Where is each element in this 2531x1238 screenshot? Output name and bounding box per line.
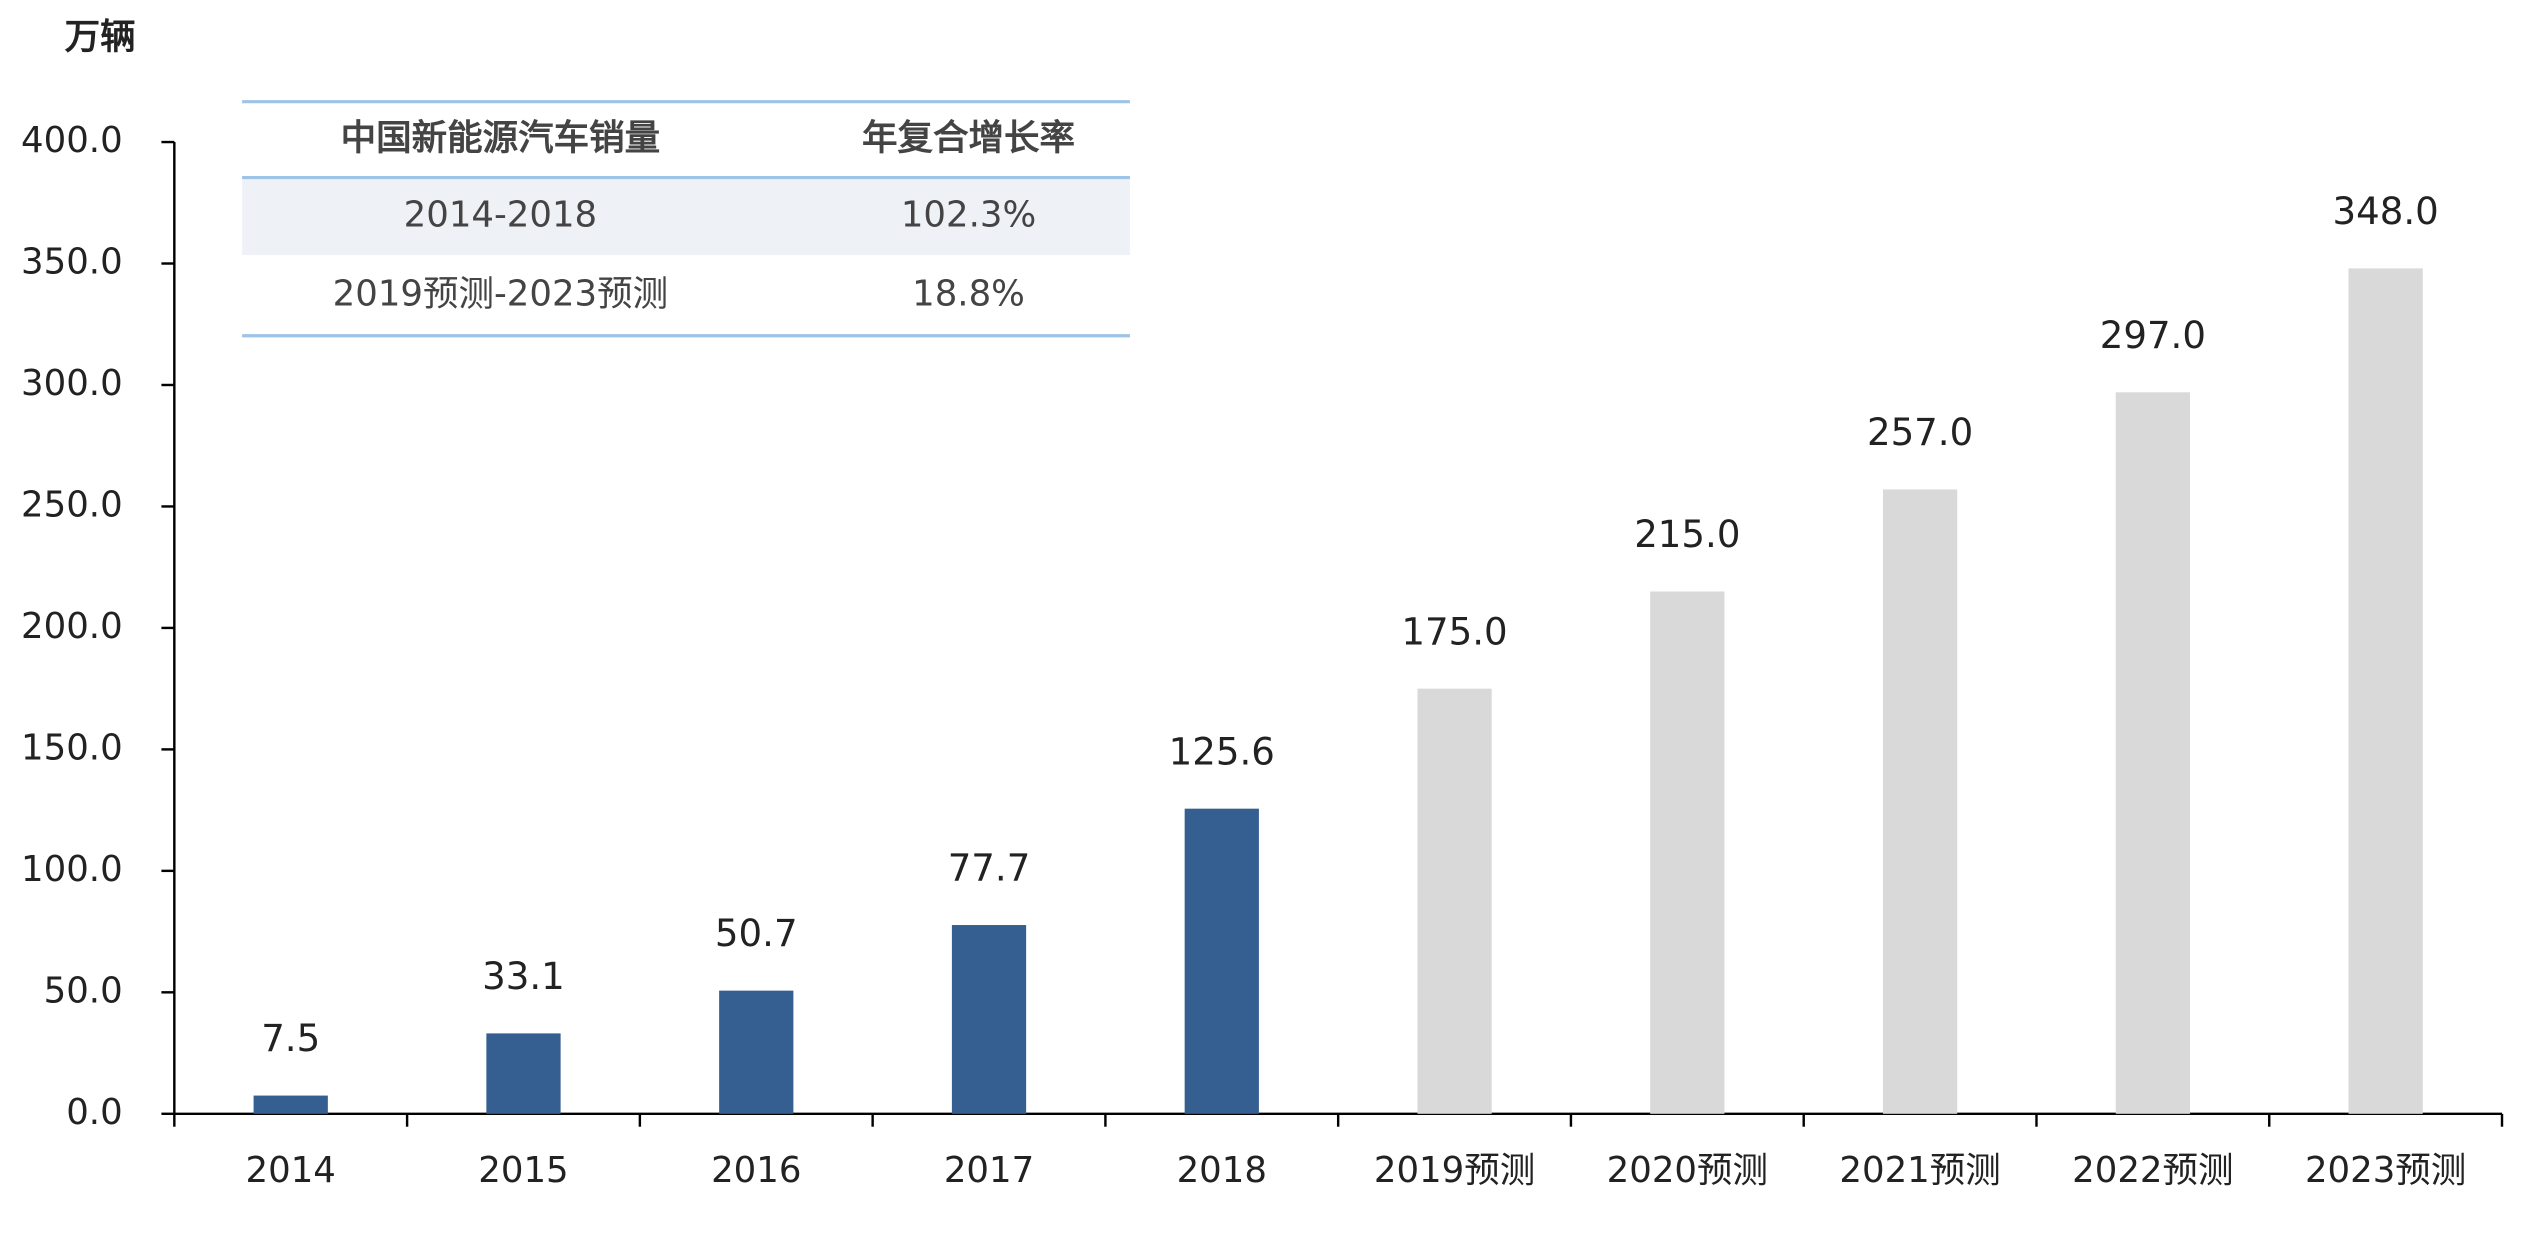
y-tick-label: 250.0 [21,484,123,525]
value-label: 215.0 [1634,513,1740,556]
value-label: 7.5 [261,1017,320,1060]
value-label: 125.6 [1169,730,1275,773]
x-tick-label: 2023预测 [2305,1150,2466,1191]
bar [1650,591,1725,1114]
value-label: 50.7 [715,912,798,955]
chart-body: 万辆 0.0 50.0 100.0 150.0 200.0 250.0 300.0 350.0… [21,17,2504,1191]
bar [486,1033,561,1114]
summary-table: 中国新能源汽车销量 年复合增长率 2014-2018 102.3% 2019预测-202… [242,100,1130,338]
x-tick-label: 2017 [944,1150,1034,1191]
x-tick-label: 2014 [246,1150,336,1191]
x-tick-label: 2020预测 [1607,1150,1768,1191]
bar [253,1095,328,1114]
bar [1184,808,1259,1114]
value-label: 33.1 [482,955,565,998]
table-cell: 2019预测-2023预测 [333,273,669,314]
bar [2115,392,2190,1114]
x-tick-label: 2022预测 [2072,1150,2233,1191]
value-label: 297.0 [2100,314,2206,357]
y-tick-label: 100.0 [21,849,123,890]
y-tick-label: 150.0 [21,727,123,768]
bar [1417,688,1492,1114]
table-cell: 2014-2018 [404,194,598,235]
table-cell: 102.3% [901,194,1036,235]
x-tick-label: 2015 [478,1150,568,1191]
x-tick-label: 2021预测 [1839,1150,2000,1191]
y-tick-label: 350.0 [21,242,123,283]
table-row-shade [242,177,1130,256]
y-tick-label: 50.0 [44,970,123,1011]
bar [1882,489,1958,1114]
bar [2348,268,2423,1114]
table-header: 年复合增长率 [862,118,1075,159]
value-label: 175.0 [1401,610,1507,653]
x-tick-label: 2016 [711,1150,801,1191]
x-tick-label: 2018 [1177,1150,1267,1191]
y-tick-label: 200.0 [21,606,123,647]
table-cell: 18.8% [912,273,1025,314]
y-tick-label: 0.0 [66,1092,122,1133]
value-label: 257.0 [1867,411,1973,454]
x-tick-label: 2019预测 [1374,1150,1535,1191]
value-label: 348.0 [2333,190,2439,233]
y-tick-label: 300.0 [21,363,123,404]
unit-label: 万辆 [65,17,136,58]
value-label: 77.7 [948,847,1031,890]
bar [719,990,794,1114]
bar [951,925,1027,1114]
table-header: 中国新能源汽车销量 [341,118,661,159]
y-tick-label: 400.0 [21,120,123,161]
